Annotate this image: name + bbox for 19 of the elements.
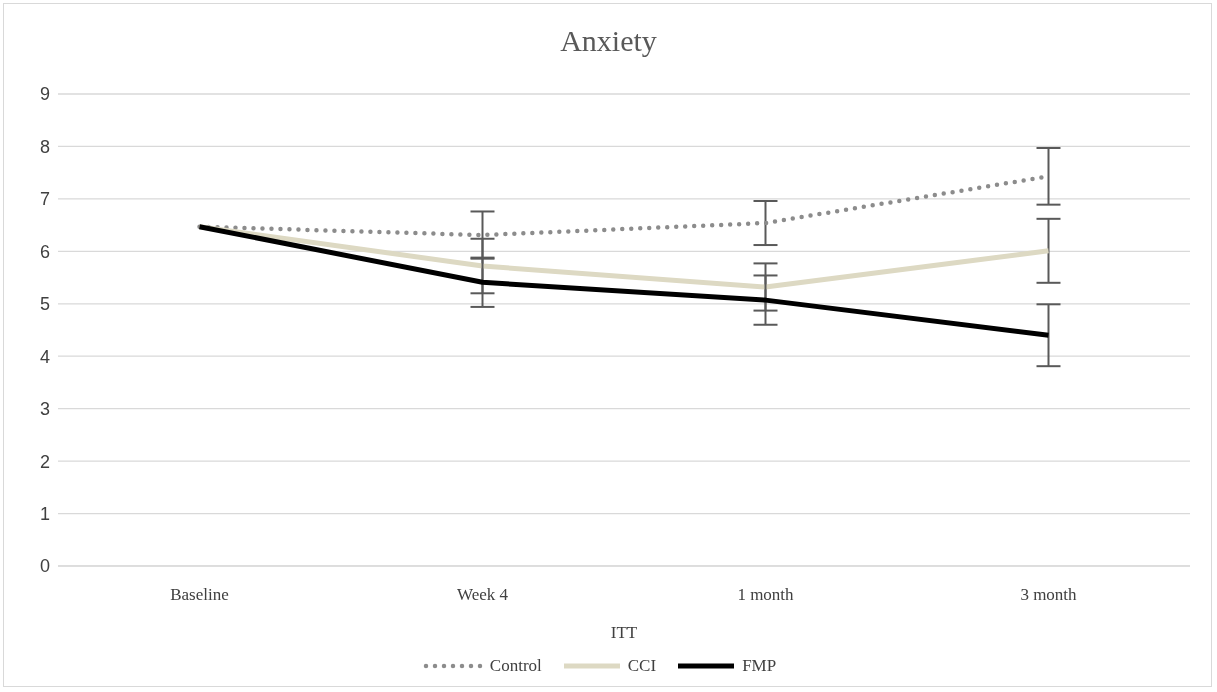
y-tick-label: 3 <box>39 399 50 420</box>
y-tick-label: 4 <box>39 346 50 367</box>
x-axis-title: ITT <box>610 623 638 642</box>
y-tick-label: 2 <box>39 451 50 472</box>
y-tick-label: 7 <box>39 189 50 210</box>
x-tick-label: 1 month <box>737 585 795 605</box>
legend-label: Control <box>489 656 542 676</box>
x-tick-label: Week 4 <box>456 585 509 605</box>
y-tick-label: 1 <box>39 503 50 524</box>
legend-label: FMP <box>742 656 777 676</box>
y-tick-label: 0 <box>39 556 50 577</box>
y-tick-label: 5 <box>39 294 50 315</box>
x-tick-label: Baseline <box>170 585 229 605</box>
x-tick-label: 3 month <box>1020 585 1078 605</box>
legend-label: CCI <box>627 656 657 676</box>
y-tick-label: 8 <box>39 136 50 157</box>
chart-title: Anxiety <box>559 24 658 58</box>
y-tick-label: 9 <box>39 84 50 105</box>
y-tick-label: 6 <box>39 241 50 262</box>
